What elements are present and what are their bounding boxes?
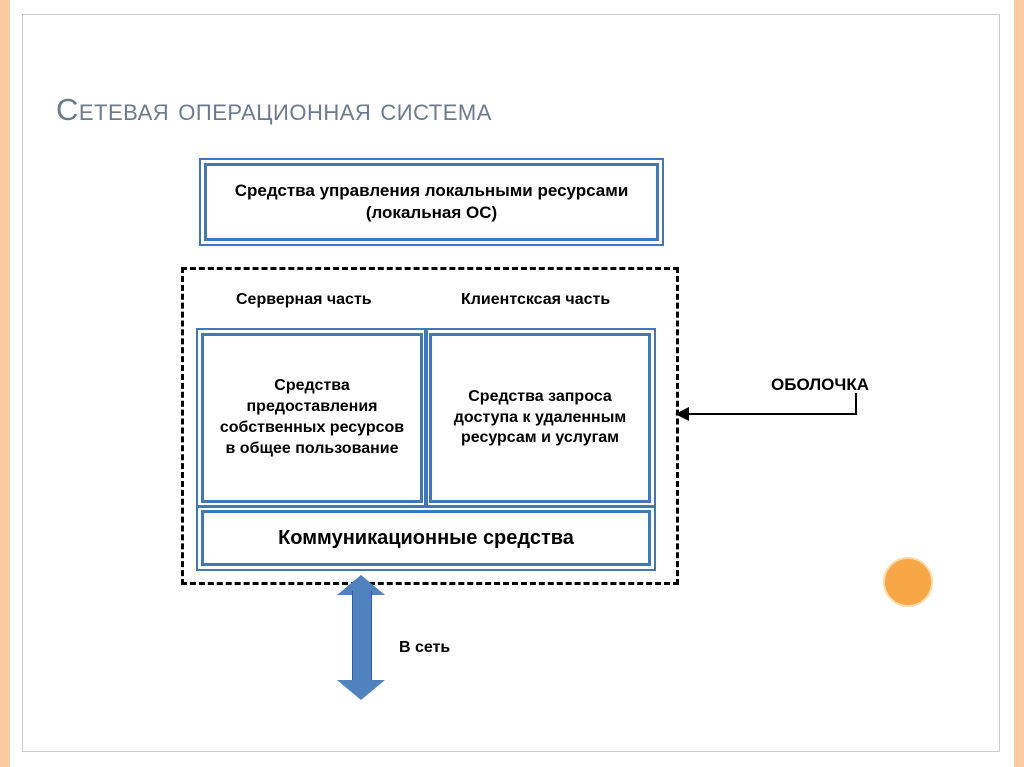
accent-bar-right [1014,0,1024,767]
label-net: В сеть [399,639,450,657]
box-local-os-text: Средства управления локальными ресурсами… [235,180,629,224]
slide-title: Сетевая операционная система [56,92,492,128]
accent-bar-left [0,0,10,767]
box-server-text: Средства предоставления собственных ресу… [214,376,410,459]
shell-arrow-segment-v [855,393,857,415]
box-client-text: Средства запроса доступа к удаленным рес… [442,387,638,449]
label-shell: ОБОЛОЧКА [771,375,869,395]
shell-arrow-segment-h [683,413,855,415]
shell-arrow-head-icon [675,407,689,421]
box-communication-text: Коммуникационные средства [278,525,574,551]
header-client: Клиентсксая часть [461,291,610,309]
box-communication: Коммуникационные средства [201,510,651,566]
box-client: Средства запроса доступа к удаленным рес… [429,333,651,503]
box-server: Средства предоставления собственных ресу… [201,333,423,503]
net-double-arrow-icon [337,575,385,700]
diagram: Средства управления локальными ресурсами… [139,155,879,715]
box-local-os: Средства управления локальными ресурсами… [204,163,659,241]
decorative-circle-icon [883,557,933,607]
header-server: Серверная часть [236,291,372,309]
